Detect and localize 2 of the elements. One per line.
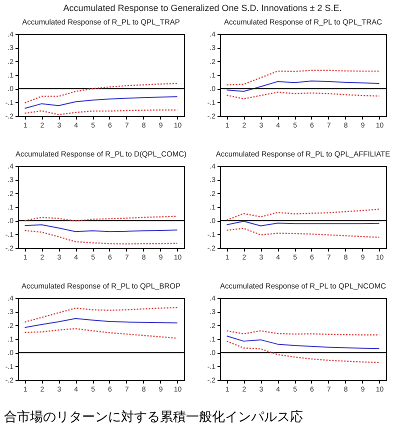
text: Accumulated Response to Generalized One S.D. Innovations ± 2 S.E. (62, 2, 343, 15)
text: 合市場のリターンに対する累積一般化インパルス応 (3, 410, 304, 426)
